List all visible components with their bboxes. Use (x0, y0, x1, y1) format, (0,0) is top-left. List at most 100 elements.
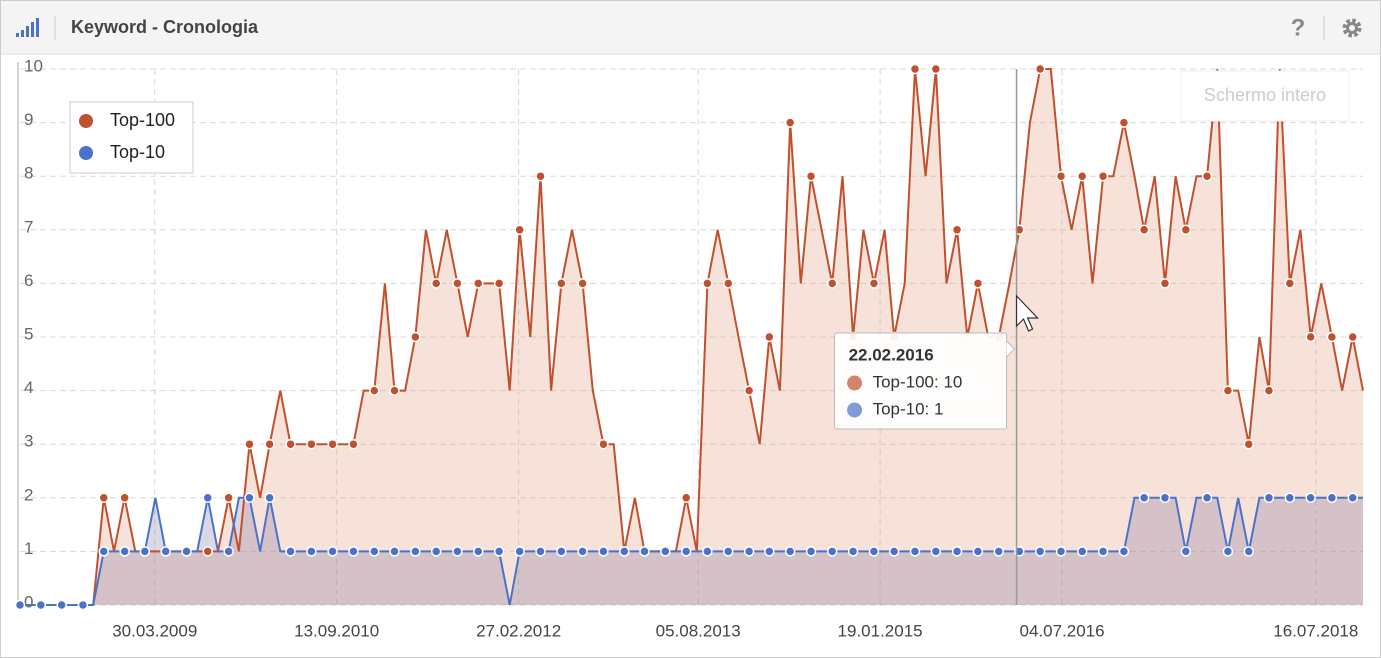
y-tick-label: 1 (24, 539, 33, 558)
settings-button[interactable] (1342, 18, 1362, 38)
legend-marker (79, 146, 93, 160)
data-point (1055, 546, 1067, 557)
data-point (348, 438, 359, 450)
data-point (410, 546, 421, 557)
data-point (1263, 385, 1275, 396)
data-point (430, 546, 442, 557)
data-point (743, 546, 755, 557)
area-fill (20, 69, 1363, 605)
data-point (160, 546, 171, 557)
data-point (452, 278, 463, 289)
data-point (410, 331, 421, 343)
data-point (1284, 278, 1296, 289)
plot: 0 1 2 3 4 5 6 7 8 9 10 30.03.2009 13.09.2010 27.02.20… (14, 56, 1364, 640)
data-point (702, 546, 713, 557)
x-tick-label: 30.03.2009 (112, 621, 197, 640)
data-point (389, 546, 400, 557)
data-point (139, 546, 151, 557)
data-point (577, 546, 588, 557)
data-point (1159, 278, 1171, 289)
signal-icon (16, 18, 39, 37)
data-point (764, 546, 775, 557)
data-point (285, 546, 296, 557)
x-tick-label: 04.07.2016 (1020, 621, 1105, 640)
data-point (389, 385, 400, 396)
data-point (181, 546, 192, 557)
data-point (1305, 331, 1316, 343)
y-tick-label: 7 (24, 217, 33, 236)
header-title: Keyword - Cronologia (71, 17, 259, 37)
data-point (805, 170, 817, 182)
data-point (1055, 170, 1067, 182)
help-button[interactable]: ? (1291, 14, 1306, 41)
data-point (1347, 331, 1358, 343)
x-tick-label: 13.09.2010 (294, 621, 379, 640)
data-point (369, 385, 380, 396)
data-point (1076, 170, 1088, 182)
data-point (1222, 546, 1234, 557)
fullscreen-button[interactable] (1180, 70, 1350, 122)
data-point (764, 331, 775, 343)
tooltip-box (834, 332, 1008, 430)
data-point (577, 278, 588, 289)
data-point (514, 224, 525, 236)
data-point (847, 546, 859, 557)
data-point (1263, 492, 1275, 504)
data-point (951, 546, 963, 557)
data-point (1034, 63, 1046, 75)
data-point (660, 546, 671, 557)
data-point (1347, 492, 1358, 504)
data-point (348, 546, 359, 557)
y-tick-label: 6 (24, 271, 33, 290)
data-point (723, 546, 734, 557)
data-point (1097, 170, 1109, 182)
data-point (493, 278, 505, 289)
data-point (826, 546, 838, 557)
data-point (598, 546, 609, 557)
tooltip-arrow (1006, 340, 1016, 358)
data-point (930, 546, 942, 557)
data-point (473, 278, 484, 289)
data-point (223, 546, 234, 557)
data-point (556, 278, 567, 289)
data-point (972, 546, 984, 557)
data-point (306, 546, 317, 557)
legend-box (69, 101, 194, 174)
data-point (1243, 438, 1255, 450)
data-point (1326, 492, 1338, 504)
y-tick-label: 2 (24, 485, 33, 504)
x-tick-label: 19.01.2015 (838, 621, 923, 640)
data-point (556, 546, 567, 557)
tooltip-marker (847, 402, 863, 418)
x-tick-label: 05.08.2013 (656, 621, 741, 640)
data-point (598, 438, 609, 450)
data-point (784, 117, 796, 128)
data-point (77, 599, 89, 611)
data-point (1222, 385, 1234, 396)
data-point (327, 438, 338, 450)
data-point (868, 546, 880, 557)
data-point (369, 546, 380, 557)
data-point (14, 599, 26, 611)
data-point (909, 546, 921, 557)
data-point (1076, 546, 1088, 557)
y-tick-label: 3 (24, 432, 33, 451)
data-point (1305, 492, 1316, 504)
data-point (1138, 492, 1150, 504)
data-point (202, 492, 214, 504)
tooltip-title: 22.02.2016 (849, 345, 934, 364)
data-point (1180, 224, 1192, 236)
data-point (888, 546, 900, 557)
x-tick-label: 16.07.2018 (1273, 621, 1358, 640)
data-point (1201, 492, 1213, 504)
data-point (327, 546, 338, 557)
data-point (1034, 546, 1046, 557)
data-point (514, 546, 525, 557)
data-point (1180, 546, 1192, 557)
fullscreen-label[interactable]: Schermo intero (1204, 85, 1326, 105)
data-point (972, 278, 984, 289)
y-tick-label: 5 (24, 324, 33, 343)
data-point (702, 278, 713, 289)
data-point (1138, 224, 1150, 236)
